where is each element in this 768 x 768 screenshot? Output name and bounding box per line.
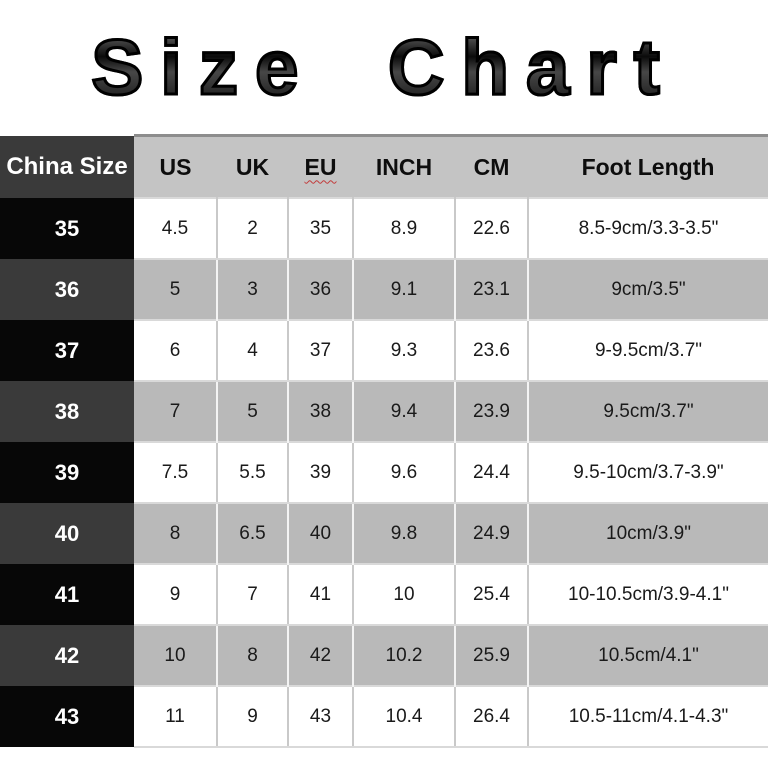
table-row-size-41: 41 9 7 41 10 25.4 10-10.5cm/3.9-4.1" [0, 563, 768, 626]
header-cell-china-size: China Size [0, 135, 134, 198]
size-value-cell: 23.9 [455, 381, 529, 442]
size-value-cell: 6 [134, 319, 218, 382]
size-value-cell: 10.4 [353, 685, 456, 748]
size-value-cell: 10.5-11cm/4.1-4.3" [528, 685, 768, 748]
size-value-cell: 8.5-9cm/3.3-3.5" [528, 197, 768, 260]
size-value-cell: 8 [134, 503, 218, 564]
table-row-size-35: 35 4.5 2 35 8.9 22.6 8.5-9cm/3.3-3.5" [0, 197, 768, 260]
size-value-cell: 10-10.5cm/3.9-4.1" [528, 563, 768, 626]
table-body: 35 4.5 2 35 8.9 22.6 8.5-9cm/3.3-3.5" 36 5 3 36 9.1… [0, 197, 768, 748]
size-value-cell: 9cm/3.5" [528, 259, 768, 320]
size-value-cell: 9-9.5cm/3.7" [528, 319, 768, 382]
size-value-cell: 10.5cm/4.1" [528, 625, 768, 686]
spellcheck-wavy-underline: EU [304, 153, 337, 180]
size-value-cell: 24.4 [455, 441, 529, 504]
table-row-size-39: 39 7.5 5.5 39 9.6 24.4 9.5-10cm/3.7-3.9" [0, 441, 768, 504]
size-value-cell: 4 [217, 319, 289, 382]
china-size-cell: 39 [0, 442, 134, 503]
size-value-cell: 4.5 [134, 197, 218, 260]
size-value-cell: 8 [217, 625, 289, 686]
size-value-cell: 9.8 [353, 503, 456, 564]
china-size-cell: 38 [0, 381, 134, 442]
size-value-cell: 2 [217, 197, 289, 260]
size-value-cell: 9 [217, 685, 289, 748]
size-value-cell: 3 [217, 259, 289, 320]
size-value-cell: 6.5 [217, 503, 289, 564]
table-row-size-40: 40 8 6.5 40 9.8 24.9 10cm/3.9" [0, 503, 768, 564]
china-size-cell: 36 [0, 259, 134, 320]
size-value-cell: 23.6 [455, 319, 529, 382]
size-value-cell: 41 [288, 563, 354, 626]
china-size-cell: 42 [0, 625, 134, 686]
size-value-cell: 10.2 [353, 625, 456, 686]
size-value-cell: 25.9 [455, 625, 529, 686]
header-cell-uk: UK [217, 134, 288, 198]
size-value-cell: 36 [288, 259, 354, 320]
size-value-cell: 25.4 [455, 563, 529, 626]
table-row-size-36: 36 5 3 36 9.1 23.1 9cm/3.5" [0, 259, 768, 320]
size-value-cell: 23.1 [455, 259, 529, 320]
title-area: Size Chart [0, 0, 768, 134]
china-size-cell: 41 [0, 564, 134, 625]
size-value-cell: 5.5 [217, 441, 289, 504]
size-value-cell: 22.6 [455, 197, 529, 260]
size-value-cell: 7.5 [134, 441, 218, 504]
size-value-cell: 9.3 [353, 319, 456, 382]
china-size-cell: 35 [0, 198, 134, 259]
size-chart-title: Size Chart [90, 21, 677, 112]
header-cell-us: US [134, 134, 217, 198]
table-row-size-38: 38 7 5 38 9.4 23.9 9.5cm/3.7" [0, 381, 768, 442]
size-value-cell: 9.5cm/3.7" [528, 381, 768, 442]
header-cell-inch: INCH [353, 134, 455, 198]
header-cell-eu: EU [288, 134, 353, 198]
size-value-cell: 35 [288, 197, 354, 260]
size-value-cell: 37 [288, 319, 354, 382]
size-value-cell: 8.9 [353, 197, 456, 260]
header-cell-cm: CM [455, 134, 528, 198]
size-value-cell: 9.6 [353, 441, 456, 504]
size-value-cell: 10 [134, 625, 218, 686]
size-value-cell: 10cm/3.9" [528, 503, 768, 564]
header-cell-foot-length: Foot Length [528, 134, 768, 198]
size-value-cell: 11 [134, 685, 218, 748]
table-row-size-43: 43 11 9 43 10.4 26.4 10.5-11cm/4.1-4.3" [0, 685, 768, 748]
size-chart-table: China Size US UK EU INCH CM Foot Length 35 4.5 2… [0, 134, 768, 748]
size-value-cell: 39 [288, 441, 354, 504]
china-size-cell: 40 [0, 503, 134, 564]
size-value-cell: 9 [134, 563, 218, 626]
size-value-cell: 5 [217, 381, 289, 442]
china-size-cell: 43 [0, 686, 134, 747]
table-row-size-37: 37 6 4 37 9.3 23.6 9-9.5cm/3.7" [0, 319, 768, 382]
size-value-cell: 7 [217, 563, 289, 626]
size-value-cell: 42 [288, 625, 354, 686]
size-value-cell: 7 [134, 381, 218, 442]
size-value-cell: 10 [353, 563, 456, 626]
size-value-cell: 9.5-10cm/3.7-3.9" [528, 441, 768, 504]
size-value-cell: 40 [288, 503, 354, 564]
size-value-cell: 24.9 [455, 503, 529, 564]
size-value-cell: 9.4 [353, 381, 456, 442]
size-value-cell: 9.1 [353, 259, 456, 320]
size-value-cell: 43 [288, 685, 354, 748]
china-size-cell: 37 [0, 320, 134, 381]
header-row: China Size US UK EU INCH CM Foot Length [0, 134, 768, 198]
size-value-cell: 26.4 [455, 685, 529, 748]
size-value-cell: 5 [134, 259, 218, 320]
table-row-size-42: 42 10 8 42 10.2 25.9 10.5cm/4.1" [0, 625, 768, 686]
size-value-cell: 38 [288, 381, 354, 442]
